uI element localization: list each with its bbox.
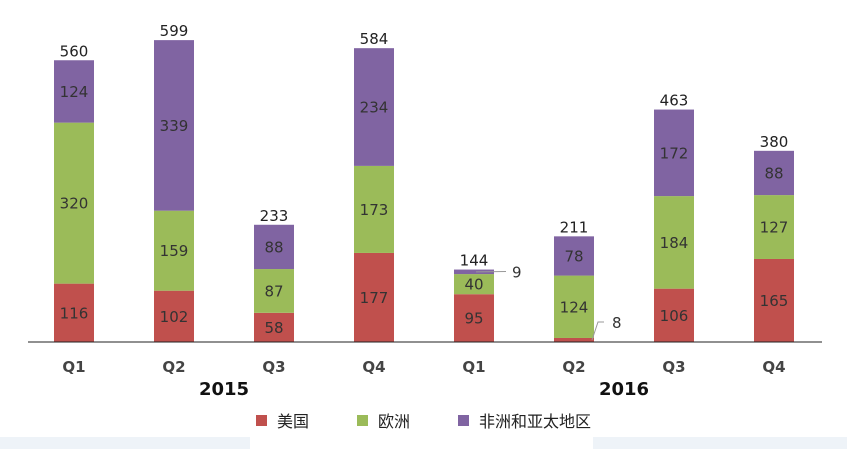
legend-item-usa[interactable]: 美国 <box>255 408 309 432</box>
category-label: Q3 <box>262 358 285 376</box>
data-label-europe: 320 <box>60 195 89 213</box>
data-label-europe: 173 <box>360 201 389 219</box>
leader-line <box>591 321 604 341</box>
total-label: 463 <box>660 92 689 110</box>
total-label: 560 <box>60 42 89 60</box>
total-label: 211 <box>560 218 589 236</box>
category-label: Q1 <box>62 358 85 376</box>
total-label: 584 <box>360 30 389 48</box>
total-label: 599 <box>160 22 189 40</box>
bottom-band-gap <box>250 437 593 449</box>
bar-segment-europe <box>654 196 694 289</box>
legend-label-usa: 美国 <box>276 412 309 431</box>
data-label-europe: 124 <box>560 298 589 316</box>
bar-segment-africa-apac <box>54 60 94 123</box>
bar-segment-europe <box>54 122 94 284</box>
bar-segment-europe <box>454 274 494 295</box>
data-label-usa: 165 <box>760 292 789 310</box>
bar-segment-usa <box>54 283 94 342</box>
category-label: Q2 <box>562 358 585 376</box>
total-label: 144 <box>460 252 489 270</box>
total-label: 233 <box>260 207 289 225</box>
data-label-usa: 177 <box>360 289 389 307</box>
bar-segment-europe <box>754 195 794 259</box>
legend-label-europe: 欧洲 <box>377 412 410 431</box>
data-label-usa: 106 <box>660 307 689 325</box>
total-label: 380 <box>760 133 789 151</box>
data-label-europe: 127 <box>760 219 789 237</box>
legend-item-africa-apac[interactable]: 非洲和亚太地区 <box>458 408 591 432</box>
bar-segment-usa <box>554 337 594 342</box>
bar-segment-usa <box>754 258 794 342</box>
bar-segment-europe <box>554 275 594 338</box>
data-label-europe: 40 <box>464 276 483 294</box>
legend-label-africa-apac: 非洲和亚太地区 <box>479 412 592 431</box>
data-label-africa-apac: 88 <box>264 238 283 256</box>
data-label-africa-apac: 9 <box>512 264 522 282</box>
stacked-bar-chart: 116 320 124 560 Q1 102 159 339 599 Q2 58 87 88 233 Q3 1… <box>28 22 822 400</box>
bar-segment-africa-apac <box>154 40 194 211</box>
category-label: Q3 <box>662 358 685 376</box>
data-label-africa-apac: 234 <box>360 99 389 117</box>
bar-segment-europe <box>254 269 294 313</box>
data-label-africa-apac: 88 <box>764 164 783 182</box>
bar-segment-usa <box>254 312 294 342</box>
data-label-usa: 116 <box>60 304 89 322</box>
data-label-africa-apac: 172 <box>660 144 689 162</box>
data-label-europe: 87 <box>264 282 283 300</box>
legend: 美国 欧洲 非洲和亚太地区 <box>0 408 847 432</box>
data-label-usa: 102 <box>160 308 189 326</box>
bar-segment-africa-apac <box>254 224 294 270</box>
bar-segment-africa-apac <box>654 109 694 197</box>
bar-segment-africa-apac <box>354 48 394 166</box>
category-label: Q4 <box>762 358 785 376</box>
data-label-usa: 58 <box>264 319 283 337</box>
data-label-africa-apac: 78 <box>564 247 583 265</box>
category-label: Q2 <box>162 358 185 376</box>
group-label: 2016 <box>599 379 649 400</box>
bar-segment-usa <box>654 288 694 342</box>
bar-segment-usa <box>354 252 394 342</box>
legend-swatch-africa-apac <box>458 414 469 426</box>
category-label: Q4 <box>362 358 385 376</box>
group-label: 2015 <box>199 379 249 400</box>
bar-segment-africa-apac <box>554 236 594 276</box>
legend-swatch-europe <box>356 414 368 426</box>
data-label-usa: 8 <box>612 314 622 332</box>
data-label-europe: 184 <box>660 234 689 252</box>
data-label-usa: 95 <box>464 310 483 328</box>
data-label-africa-apac: 124 <box>60 83 89 101</box>
bar-segment-usa <box>454 294 494 342</box>
bar-segment-europe <box>354 165 394 253</box>
data-label-africa-apac: 339 <box>160 117 189 135</box>
bar-segment-europe <box>154 210 194 291</box>
bar-segment-africa-apac <box>754 150 794 196</box>
bar-segment-usa <box>154 290 194 342</box>
bar-segment-africa-apac <box>454 269 494 275</box>
category-label: Q1 <box>462 358 485 376</box>
legend-item-europe[interactable]: 欧洲 <box>356 408 410 432</box>
data-label-europe: 159 <box>160 242 189 260</box>
legend-swatch-usa <box>255 414 267 426</box>
